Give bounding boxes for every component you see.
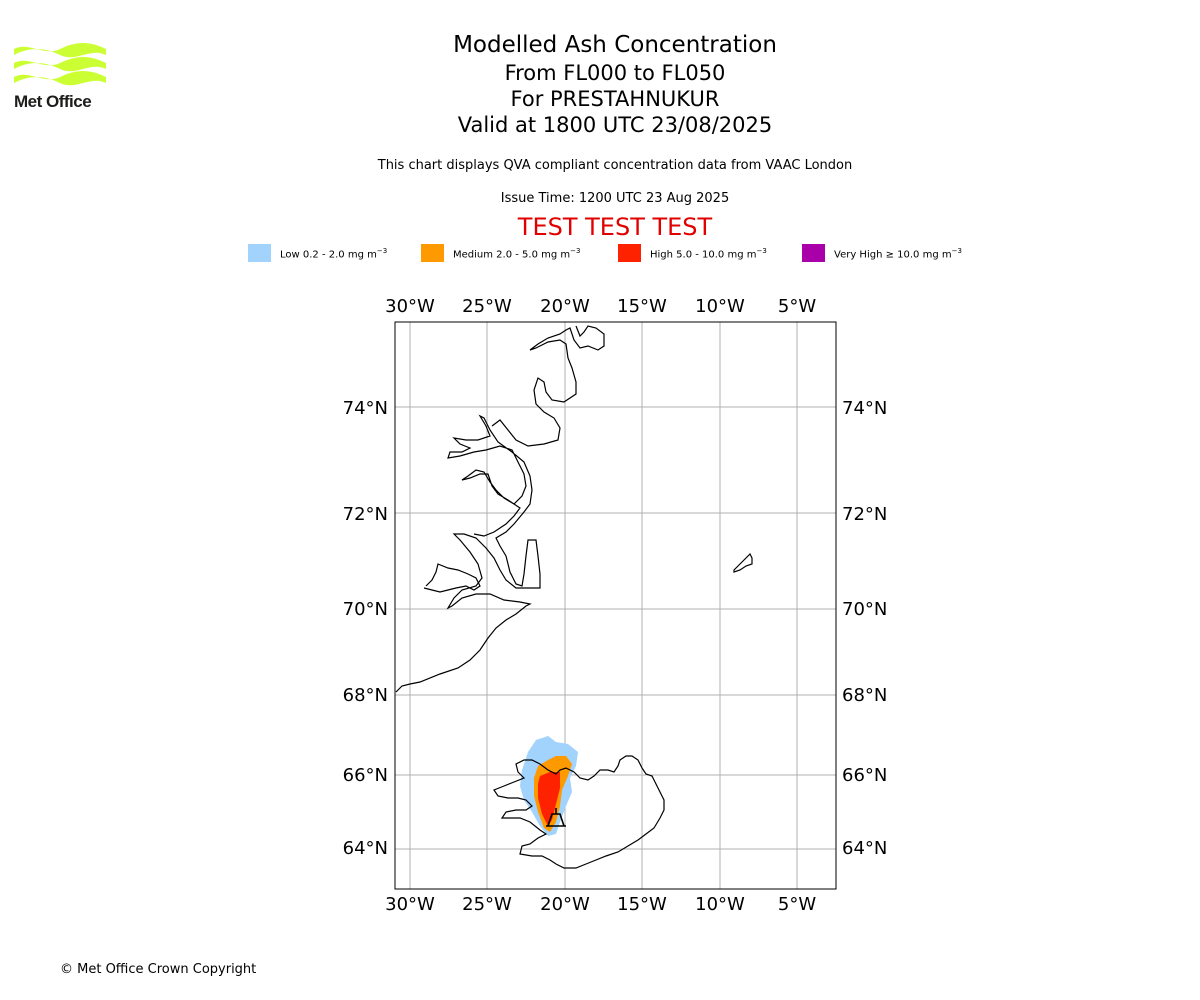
map-frame	[394, 321, 837, 890]
copyright-footer: © Met Office Crown Copyright	[60, 962, 257, 977]
logo-wordmark: Met Office	[14, 92, 92, 111]
legend-exp-low: −3	[376, 247, 388, 255]
legend-swatch-high	[618, 244, 641, 262]
greenland-coast	[395, 414, 541, 693]
lat-tick-right-74n: 74°N	[842, 398, 887, 419]
lon-tick-bottom-25w: 25°W	[462, 894, 512, 915]
greenland-coast-north	[491, 325, 605, 447]
legend-swatch-medium	[421, 244, 444, 262]
lat-tick-left-68n: 68°N	[343, 685, 388, 706]
issue-time: Issue Time: 1200 UTC 23 Aug 2025	[500, 191, 730, 206]
lon-tick-top-15w: 15°W	[617, 296, 667, 317]
legend-exp-very-high: −3	[951, 247, 962, 255]
legend-swatch-low	[248, 244, 271, 262]
lon-tick-bottom-30w: 30°W	[385, 894, 435, 915]
lon-tick-top-10w: 10°W	[695, 296, 745, 317]
lon-tick-bottom-15w: 15°W	[617, 894, 667, 915]
map-gridlines	[395, 322, 836, 889]
legend-label-high: High 5.0 - 10.0 mg m	[650, 249, 757, 261]
volcano-marker	[546, 808, 566, 827]
lon-tick-top-30w: 30°W	[385, 296, 435, 317]
legend-label-medium: Medium 2.0 - 5.0 mg m	[453, 249, 571, 261]
legend-label-very-high: Very High ≥ 10.0 mg m	[834, 249, 952, 261]
lon-tick-top-20w: 20°W	[540, 296, 590, 317]
lon-tick-top-25w: 25°W	[462, 296, 512, 317]
coastlines	[395, 325, 753, 869]
legend-label-low: Low 0.2 - 2.0 mg m	[280, 249, 377, 261]
met-office-logo	[14, 43, 106, 86]
lat-tick-right-64n: 64°N	[842, 838, 887, 859]
subtitle: This chart displays QVA compliant concen…	[377, 158, 853, 173]
legend-exp-medium: −3	[570, 247, 581, 255]
lat-tick-right-66n: 66°N	[842, 765, 887, 786]
lat-tick-right-70n: 70°N	[842, 599, 887, 620]
lon-tick-bottom-10w: 10°W	[695, 894, 745, 915]
title-line-4: Valid at 1800 UTC 23/08/2025	[457, 113, 773, 137]
lon-tick-top-5w: 5°W	[778, 296, 816, 317]
lon-tick-bottom-20w: 20°W	[540, 894, 590, 915]
legend-exp-high: −3	[756, 247, 767, 255]
lat-tick-left-66n: 66°N	[343, 765, 388, 786]
lat-tick-right-68n: 68°N	[842, 685, 887, 706]
jan-mayen-coast	[733, 552, 753, 573]
title-line-1: Modelled Ash Concentration	[453, 32, 777, 58]
lat-ticks-left: 74°N 72°N 70°N 68°N 66°N 64°N	[343, 398, 388, 859]
greenland-coast-mid	[423, 563, 481, 593]
ash-high-contour	[538, 772, 560, 826]
lat-tick-left-64n: 64°N	[343, 838, 388, 859]
lat-ticks-right: 74°N 72°N 70°N 68°N 66°N 64°N	[842, 398, 887, 859]
chart-title: Modelled Ash Concentration From FL000 to…	[0, 30, 1200, 138]
lon-tick-bottom-5w: 5°W	[778, 894, 816, 915]
title-line-2: From FL000 to FL050	[504, 61, 726, 85]
lat-tick-right-72n: 72°N	[842, 504, 887, 525]
lon-ticks-bottom: 30°W 25°W 20°W 15°W 10°W 5°W	[385, 894, 816, 915]
title-line-3: For PRESTAHNUKUR	[510, 87, 720, 111]
legend-swatch-very-high	[802, 244, 825, 262]
lon-ticks-top: 30°W 25°W 20°W 15°W 10°W 5°W	[385, 296, 816, 317]
lat-tick-left-70n: 70°N	[343, 599, 388, 620]
lat-tick-left-72n: 72°N	[343, 504, 388, 525]
iceland-coast	[493, 755, 665, 869]
test-banner: TEST TEST TEST	[517, 213, 713, 241]
lat-tick-left-74n: 74°N	[343, 398, 388, 419]
